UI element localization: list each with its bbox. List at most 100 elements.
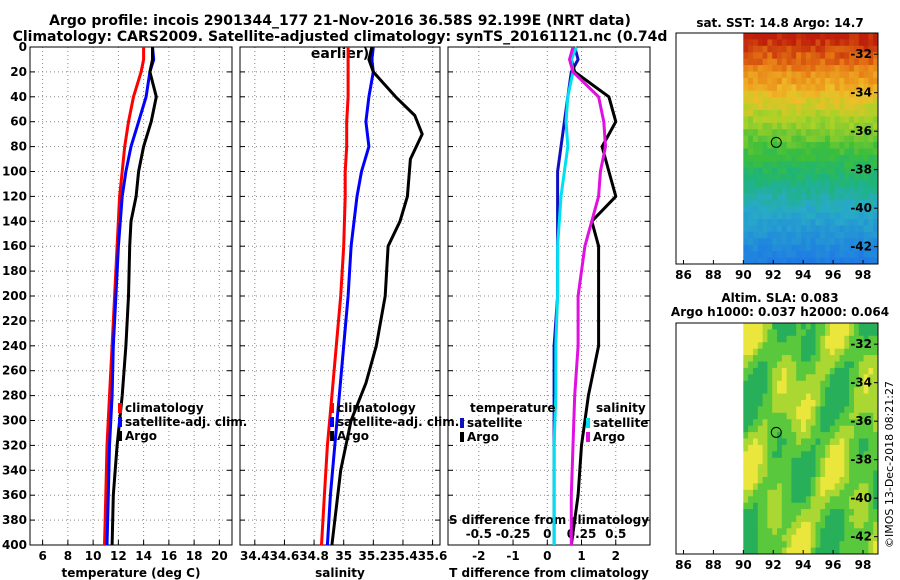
sla-map-cell bbox=[810, 515, 816, 523]
sst-map-cell bbox=[844, 212, 850, 220]
sst-map-cell bbox=[796, 90, 802, 98]
sla-map-cell bbox=[849, 419, 855, 427]
sst-map-cell bbox=[839, 90, 845, 98]
sla-map-cell bbox=[844, 489, 850, 497]
sst-map-cell bbox=[825, 77, 831, 85]
sst-map-cell bbox=[873, 231, 879, 239]
sst-map-cell bbox=[805, 142, 812, 149]
sst-map-cell bbox=[863, 116, 869, 124]
sla-map-cell bbox=[815, 412, 821, 420]
sla-map-cell bbox=[858, 541, 864, 548]
sla-map-cell bbox=[854, 496, 860, 504]
sst-map-cell bbox=[825, 135, 831, 143]
sst-map-cell bbox=[844, 161, 850, 169]
sla-map-cell bbox=[791, 464, 797, 471]
sst-map-cell bbox=[767, 71, 773, 79]
y-tick-label: 400 bbox=[2, 538, 27, 552]
sla-map-cell bbox=[805, 509, 812, 516]
sst-map-cell bbox=[781, 71, 787, 79]
sst-map-cell bbox=[753, 174, 759, 181]
sst-map-cell bbox=[786, 97, 792, 104]
sst-map-cell bbox=[839, 52, 845, 60]
sst-map-cell bbox=[772, 142, 778, 149]
sst-map-cell bbox=[858, 154, 864, 162]
sla-map-cell bbox=[849, 470, 855, 478]
sla-map-cell bbox=[834, 419, 840, 427]
sst-map-cell bbox=[834, 161, 840, 169]
sla-map-cell bbox=[762, 380, 768, 388]
sla-x-tick: 96 bbox=[825, 558, 842, 572]
sla-map-cell bbox=[801, 355, 807, 362]
sst-map-cell bbox=[849, 39, 855, 47]
sla-map-cell bbox=[844, 400, 850, 407]
sla-map-cell bbox=[791, 541, 797, 548]
sla-map-cell bbox=[786, 374, 792, 382]
sst-map-cell bbox=[849, 199, 855, 207]
sla-map-cell bbox=[868, 406, 874, 414]
sla-map-cell bbox=[825, 515, 831, 523]
sst-map-cell bbox=[767, 103, 773, 111]
sst-map-cell bbox=[767, 65, 773, 72]
sst-map-cell bbox=[825, 212, 831, 220]
sla-map-cell bbox=[791, 470, 797, 478]
sst-map-cell bbox=[767, 225, 773, 233]
sst-map-cell bbox=[762, 187, 768, 194]
sla-map-cell bbox=[801, 521, 807, 529]
sst-argo-marker bbox=[770, 136, 782, 148]
sla-map-cell bbox=[767, 464, 773, 471]
sst-map-cell bbox=[854, 77, 860, 85]
sst-map-cell bbox=[863, 212, 869, 220]
sla-map-cell bbox=[748, 477, 754, 484]
sla-map-cell bbox=[810, 335, 816, 343]
sst-map-cell bbox=[854, 238, 860, 246]
sla-map-cell bbox=[858, 470, 864, 478]
sla-map-cell bbox=[805, 387, 812, 394]
sla-map-cell bbox=[748, 496, 754, 504]
sst-map-cell bbox=[786, 116, 792, 124]
sla-map-cell bbox=[873, 400, 879, 407]
sla-map-cell bbox=[829, 329, 836, 337]
sla-map-cell bbox=[849, 534, 855, 542]
sst-map-cell bbox=[854, 116, 860, 124]
sst-map-cell bbox=[757, 122, 763, 130]
sla-map-cell bbox=[767, 438, 773, 446]
sla-map-cell bbox=[805, 547, 812, 555]
sst-map-cell bbox=[863, 148, 869, 156]
sla-map-cell bbox=[858, 374, 864, 382]
sla-map-cell bbox=[777, 438, 783, 446]
sla-map-cell bbox=[743, 380, 749, 388]
sla-map-cell bbox=[748, 457, 754, 465]
sst-map-cell bbox=[786, 154, 792, 162]
sst-map-cell bbox=[786, 39, 792, 47]
sst-map-cell bbox=[801, 187, 807, 194]
sst-map-cell bbox=[839, 199, 845, 207]
sst-map-cell bbox=[863, 193, 869, 201]
sst-map-cell bbox=[786, 122, 792, 130]
sst-map-cell bbox=[767, 110, 773, 117]
sla-map-cell bbox=[781, 541, 787, 548]
sst-y-tick: -32 bbox=[850, 47, 872, 61]
sst-map-cell bbox=[762, 135, 768, 143]
sla-map-cell bbox=[801, 457, 807, 465]
sst-map-cell bbox=[753, 225, 759, 233]
sla-map-cell bbox=[849, 342, 855, 350]
sst-map-cell bbox=[829, 148, 836, 156]
sla-y-tick: -40 bbox=[850, 491, 872, 505]
sst-map-cell bbox=[743, 33, 749, 40]
sla-map-cell bbox=[820, 335, 826, 343]
sst-map-cell bbox=[834, 154, 840, 162]
sst-map-cell bbox=[810, 193, 816, 201]
sst-map-cell bbox=[815, 225, 821, 233]
sst-map-cell bbox=[767, 257, 773, 265]
sla-map-cell bbox=[820, 400, 826, 407]
sst-map-cell bbox=[772, 71, 778, 79]
sst-map-cell bbox=[791, 251, 797, 258]
sst-map-cell bbox=[863, 174, 869, 181]
sst-map-cell bbox=[757, 148, 763, 156]
sla-map-cell bbox=[767, 393, 773, 401]
sst-map-cell bbox=[825, 161, 831, 169]
sst-map-cell bbox=[839, 122, 845, 130]
sla-map-cell bbox=[767, 387, 773, 394]
sst-map-cell bbox=[748, 110, 754, 117]
sst-map-cell bbox=[820, 148, 826, 156]
